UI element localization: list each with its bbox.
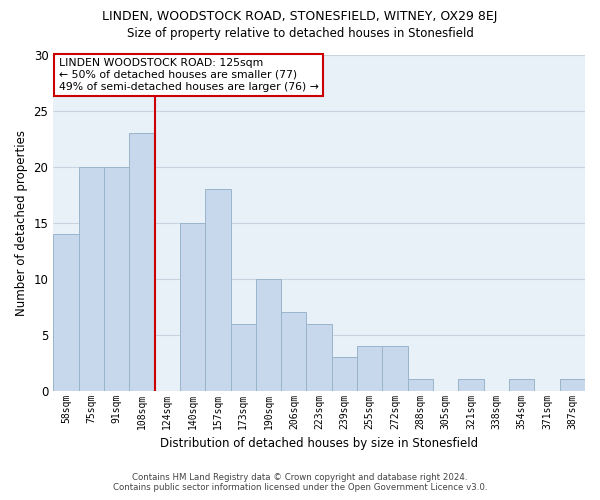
Bar [79, 167, 104, 390]
Y-axis label: Number of detached properties: Number of detached properties [15, 130, 28, 316]
Bar [230, 324, 256, 390]
Bar [256, 279, 281, 390]
Bar [408, 380, 433, 390]
Bar [104, 167, 129, 390]
Bar [382, 346, 408, 391]
Bar [458, 380, 484, 390]
Bar [332, 357, 357, 390]
Bar [53, 234, 79, 390]
Bar [205, 190, 230, 390]
Text: Contains HM Land Registry data © Crown copyright and database right 2024.
Contai: Contains HM Land Registry data © Crown c… [113, 473, 487, 492]
X-axis label: Distribution of detached houses by size in Stonesfield: Distribution of detached houses by size … [160, 437, 478, 450]
Bar [129, 134, 155, 390]
Text: Size of property relative to detached houses in Stonesfield: Size of property relative to detached ho… [127, 28, 473, 40]
Bar [281, 312, 307, 390]
Text: LINDEN, WOODSTOCK ROAD, STONESFIELD, WITNEY, OX29 8EJ: LINDEN, WOODSTOCK ROAD, STONESFIELD, WIT… [103, 10, 497, 23]
Bar [180, 223, 205, 390]
Bar [357, 346, 382, 391]
Bar [509, 380, 535, 390]
Bar [307, 324, 332, 390]
Bar [560, 380, 585, 390]
Text: LINDEN WOODSTOCK ROAD: 125sqm
← 50% of detached houses are smaller (77)
49% of s: LINDEN WOODSTOCK ROAD: 125sqm ← 50% of d… [59, 58, 319, 92]
